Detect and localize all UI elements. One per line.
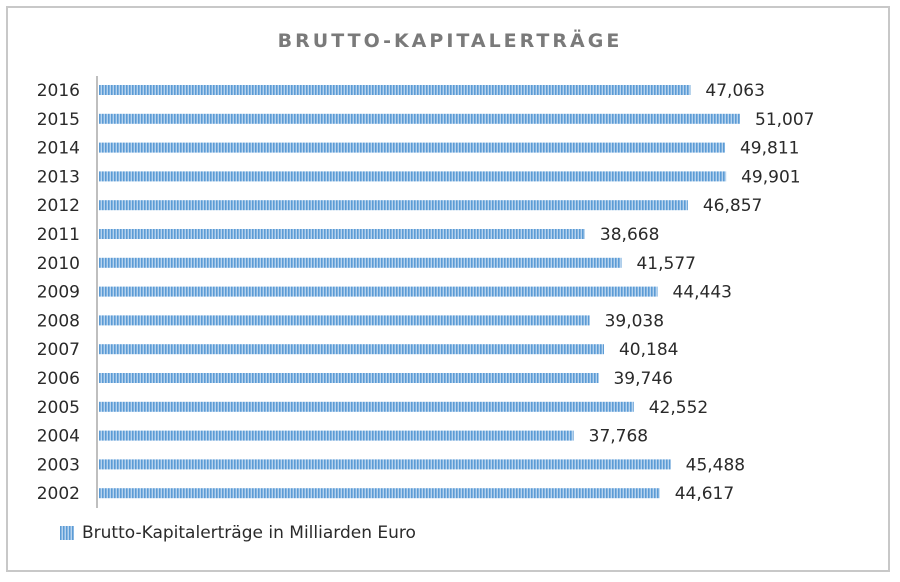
data-label: 45,488: [686, 455, 745, 475]
data-label: 38,668: [600, 225, 659, 245]
data-label: 44,443: [673, 283, 732, 303]
legend: Brutto-Kapitalerträge in Milliarden Euro: [60, 523, 416, 543]
bar: [99, 229, 585, 239]
y-tick-label: 2008: [37, 311, 80, 331]
bar: [99, 171, 727, 182]
data-label: 51,007: [755, 110, 814, 130]
chart-title: BRUTTO-KAPITALERTRÄGE: [277, 30, 623, 52]
y-tick-label: 2002: [37, 484, 80, 504]
legend-swatch: [60, 526, 74, 540]
data-label: 37,768: [589, 427, 648, 447]
y-tick-label: 2007: [37, 340, 80, 360]
y-tick-label: 2011: [37, 225, 80, 245]
bar: [99, 344, 604, 355]
bar: [99, 373, 599, 383]
bar: [99, 459, 671, 470]
data-label: 47,063: [705, 81, 764, 101]
y-tick-label: 2014: [37, 139, 80, 159]
data-label: 49,811: [740, 139, 799, 159]
bar: [99, 401, 634, 412]
data-label: 46,857: [703, 196, 762, 216]
bar: [99, 257, 622, 268]
data-label: 42,552: [649, 398, 708, 418]
bar: [99, 286, 658, 297]
bar: [99, 113, 740, 124]
data-label: 41,577: [636, 254, 695, 274]
data-label: 49,901: [741, 167, 800, 187]
y-tick-label: 2009: [37, 283, 80, 303]
bar: [99, 142, 725, 153]
bar: [99, 200, 688, 211]
bars-group: 2016 47,063 2015 51,007 2014 49,811 2013 49,901…: [37, 81, 815, 504]
y-tick-label: 2003: [37, 455, 80, 475]
data-label: 44,617: [675, 484, 734, 504]
y-tick-label: 2016: [37, 81, 80, 101]
data-label: 39,038: [605, 311, 664, 331]
y-tick-label: 2012: [37, 196, 80, 216]
bar: [99, 85, 691, 95]
y-tick-label: 2013: [37, 167, 80, 187]
bar: [99, 430, 574, 441]
y-tick-label: 2010: [37, 254, 80, 274]
data-label: 40,184: [619, 340, 678, 360]
y-tick-label: 2004: [37, 427, 80, 447]
y-tick-label: 2006: [37, 369, 80, 389]
legend-label: Brutto-Kapitalerträge in Milliarden Euro: [82, 523, 416, 543]
bar: [99, 488, 660, 499]
y-tick-label: 2015: [37, 110, 80, 130]
data-label: 39,746: [613, 369, 672, 389]
bar: [99, 315, 590, 326]
y-tick-label: 2005: [37, 398, 80, 418]
